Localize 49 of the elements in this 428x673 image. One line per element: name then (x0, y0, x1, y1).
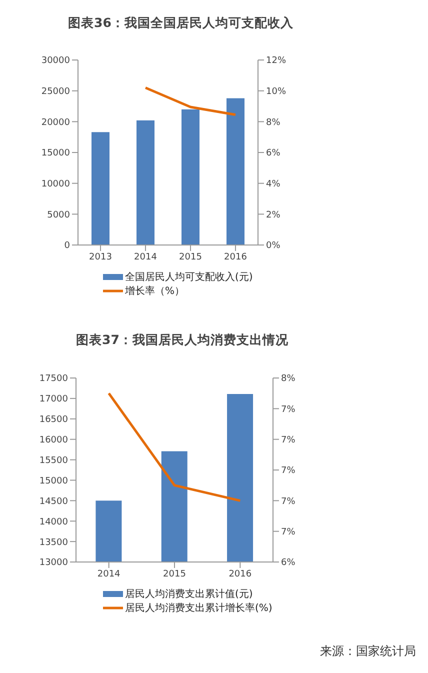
x-tick-label: 2015 (179, 252, 202, 262)
legend-label: 全国居民人均可支配收入(元) (125, 270, 253, 284)
y-tick-label: 15500 (39, 456, 68, 466)
y2-tick-label: 0% (266, 241, 281, 252)
y2-tick-label: 12% (266, 56, 286, 66)
y-tick-label: 30000 (41, 56, 70, 66)
y2-tick-label: 6% (281, 558, 296, 568)
y2-tick-label: 7% (281, 528, 296, 538)
y-tick-label: 20000 (41, 118, 70, 128)
y2-tick-label: 10% (266, 87, 286, 98)
chart-title: 图表37：我国居民人均消费支出情况 (75, 331, 290, 349)
x-tick-label: 2013 (89, 252, 112, 262)
y2-tick-label: 7% (281, 436, 296, 446)
y2-tick-label: 7% (281, 466, 296, 476)
bar (92, 132, 110, 245)
y-tick-label: 25000 (41, 87, 70, 98)
y2-tick-label: 8% (266, 118, 281, 128)
y-tick-label: 14500 (39, 496, 68, 507)
x-tick-label: 2016 (224, 252, 248, 262)
legend-label: 居民人均消费支出累计增长率(%) (125, 602, 272, 615)
source-note: 来源：国家统计局 (320, 643, 416, 660)
y-tick-label: 15000 (41, 148, 70, 159)
bar (182, 109, 200, 245)
x-tick-label: 2014 (97, 569, 121, 580)
y2-tick-label: 7% (281, 496, 296, 507)
legend-label: 居民人均消费支出累计值(元) (125, 588, 253, 601)
y-tick-label: 17000 (39, 394, 68, 405)
y2-tick-label: 8% (281, 374, 296, 384)
legend-label: 增长率（%） (125, 284, 185, 298)
y2-tick-label: 7% (281, 404, 296, 415)
y-tick-label: 13500 (39, 538, 68, 548)
x-tick-label: 2015 (163, 569, 186, 580)
y-tick-label: 10000 (41, 180, 70, 190)
y-tick-label: 16500 (39, 415, 68, 426)
y-tick-label: 15000 (39, 476, 68, 486)
y2-tick-label: 6% (266, 148, 281, 159)
bar (136, 120, 154, 245)
y2-tick-label: 2% (266, 210, 281, 220)
bar (226, 98, 244, 245)
y-tick-label: 0 (64, 241, 70, 252)
x-tick-label: 2014 (134, 252, 158, 262)
x-tick-label: 2016 (228, 569, 252, 580)
y-tick-label: 17500 (39, 374, 68, 384)
y2-tick-label: 4% (266, 180, 281, 190)
y-tick-label: 16000 (39, 436, 68, 446)
y-tick-label: 14000 (39, 517, 68, 528)
chart-title: 图表36：我国全国居民人均可支配收入 (67, 14, 294, 32)
y-tick-label: 13000 (39, 558, 68, 568)
y-tick-label: 5000 (47, 210, 70, 220)
